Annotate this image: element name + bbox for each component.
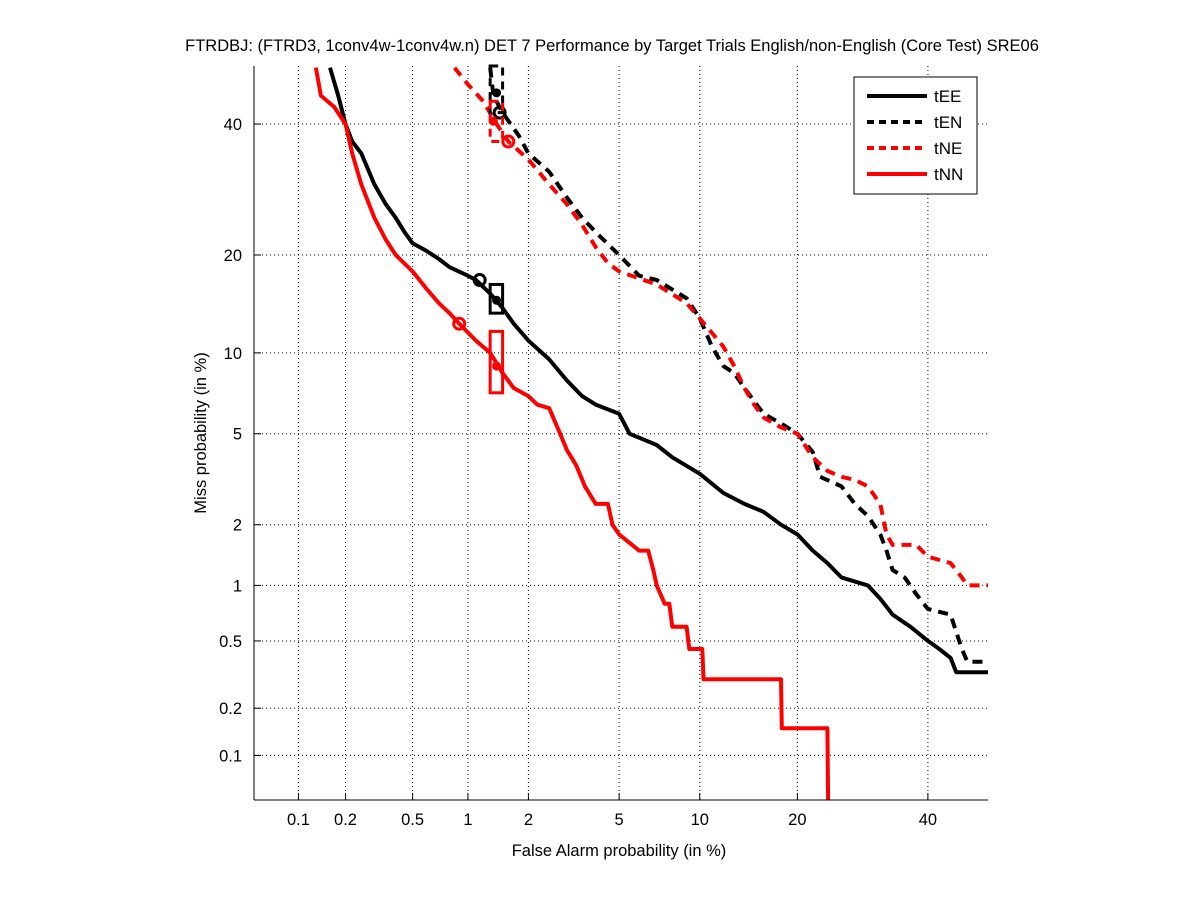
min-dcf-marker-tNN: [492, 361, 502, 371]
x-ticks: 0.1 0.2 0.5 1 2 5 10 20 40: [287, 793, 937, 829]
legend-label-tEE: tEE: [934, 87, 961, 106]
y-tick-label: 20: [224, 247, 242, 265]
x-tick-label: 5: [615, 811, 624, 829]
series-line-tNE: [452, 66, 988, 588]
x-tick-label: 0.2: [334, 811, 357, 829]
series-line-tNN: [313, 67, 831, 800]
x-tick-label: 0.1: [287, 811, 310, 829]
confidence-box-tNN: [488, 329, 505, 395]
series-line-tEN: [488, 67, 988, 664]
actual-dcf-marker-tNE: [501, 134, 516, 149]
y-tick-label: 2: [233, 517, 242, 535]
y-tick-label: 0.2: [219, 700, 242, 718]
min-dcf-marker-tNE: [488, 116, 498, 126]
confidence-box-tEE: [488, 282, 505, 315]
y-tick-label: 1: [233, 577, 242, 595]
series-line-tEE: [328, 67, 988, 675]
y-tick-label: 40: [224, 116, 242, 134]
y-tick-label: 5: [233, 426, 242, 444]
y-tick-label: 0.5: [219, 633, 242, 651]
legend-label-tNE: tNE: [934, 139, 962, 158]
x-tick-label: 0.5: [401, 811, 424, 829]
y-ticks: 0.1 0.2 0.5 1 2 5 10 20 40: [219, 116, 261, 765]
y-axis-label: Miss probability (in %): [192, 352, 210, 513]
x-axis-label: False Alarm probability (in %): [512, 842, 727, 860]
chart-title: FTRDBJ: (FTRD3, 1conv4w-1conv4w.n) DET 7…: [185, 37, 1039, 55]
x-tick-label: 20: [788, 811, 806, 829]
x-tick-label: 1: [463, 811, 472, 829]
min-dcf-marker-tEE: [492, 295, 502, 305]
x-tick-label: 40: [919, 811, 937, 829]
curves: [313, 66, 988, 800]
axes: [253, 66, 988, 801]
legend-label-tNN: tNN: [934, 165, 963, 184]
legend-label-tEN: tEN: [934, 113, 962, 132]
legend: tEE tEN tNE tNN: [853, 76, 978, 195]
x-tick-label: 10: [691, 811, 709, 829]
x-tick-label: 2: [524, 811, 533, 829]
actual-dcf-marker-tEE: [472, 273, 487, 288]
min-dcf-marker-tEN: [492, 88, 502, 98]
y-tick-label: 10: [224, 345, 242, 363]
y-tick-label: 0.1: [219, 747, 242, 765]
confidence-box-tEN: [488, 64, 505, 115]
actual-dcf-marker-tEN: [492, 105, 507, 120]
actual-dcf-marker-tNN: [452, 316, 467, 331]
dcf-markers: [452, 64, 516, 395]
